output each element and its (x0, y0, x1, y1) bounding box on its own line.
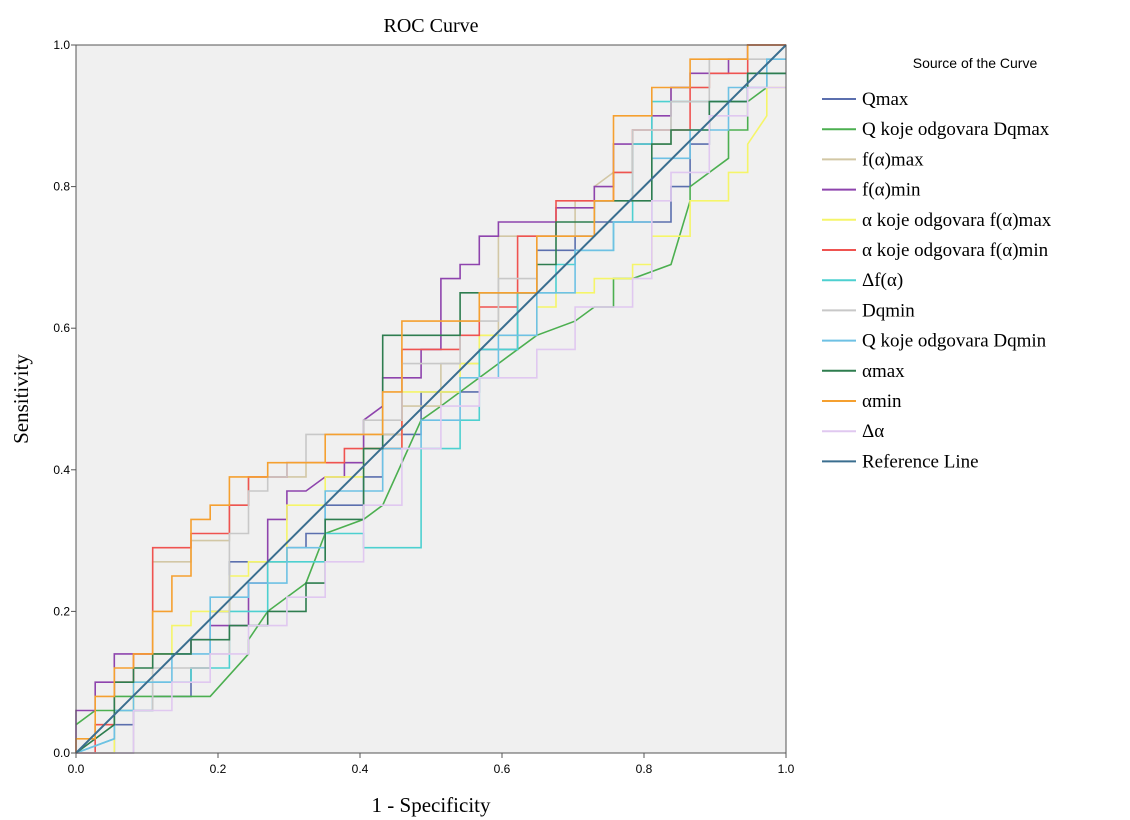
roc-line-min (75, 44, 786, 753)
plot-frame (75, 44, 787, 754)
legend-label: Reference Line (862, 451, 979, 472)
legend-label: αmin (862, 391, 902, 412)
legend-label: α koje odgovara f(α)min (862, 240, 1049, 261)
y-axis-label: Sensitivity (9, 354, 33, 444)
chart-title: ROC Curve (384, 15, 479, 37)
legend-label: Δα (862, 421, 884, 442)
x-axis-ticks: 0.0 0.2 0.4 0.6 0.8 1.0 (68, 753, 795, 776)
roc-line-max (75, 72, 786, 754)
x-tick-label: 0.6 (494, 762, 511, 776)
y-tick-label: 0.2 (53, 604, 70, 618)
legend-label: Qmax (862, 89, 909, 110)
y-axis-ticks: 0.0 0.2 0.4 0.6 0.8 1.0 (53, 38, 76, 760)
legend-label: Δf(α) (862, 270, 903, 291)
legend-label: f(α)min (862, 180, 921, 201)
x-tick-label: 0.4 (352, 762, 369, 776)
y-tick-label: 0.4 (53, 463, 70, 477)
y-tick-label: 1.0 (53, 38, 70, 52)
legend-label: αmax (862, 361, 905, 382)
x-tick-label: 1.0 (778, 762, 795, 776)
legend-label: α koje odgovara f(α)max (862, 210, 1052, 231)
x-tick-label: 0.0 (68, 762, 85, 776)
y-tick-label: 0.8 (53, 180, 70, 194)
x-tick-label: 0.8 (636, 762, 653, 776)
x-axis-label: 1 - Specificity (372, 793, 491, 817)
roc-line-koje-odgovara-f-max (76, 86, 786, 754)
roc-line-reference-line (75, 44, 787, 754)
legend-label: Q koje odgovara Dqmin (862, 331, 1047, 352)
legend-label: Q koje odgovara Dqmax (862, 119, 1050, 140)
legend-items: Qmax Q koje odgovara Dqmax f(α)max f(α)min α… (822, 89, 1052, 472)
x-tick-label: 0.2 (210, 762, 227, 776)
legend-label: Dqmin (862, 300, 915, 321)
y-tick-label: 0.6 (53, 321, 70, 335)
legend-label: f(α)max (862, 149, 924, 170)
y-tick-label: 0.0 (53, 746, 70, 760)
series-layer (75, 44, 787, 754)
roc-line-series-11 (76, 86, 786, 754)
legend-title: Source of the Curve (913, 55, 1038, 71)
legend: Source of the Curve Qmax Q koje odgovara … (822, 55, 1052, 472)
